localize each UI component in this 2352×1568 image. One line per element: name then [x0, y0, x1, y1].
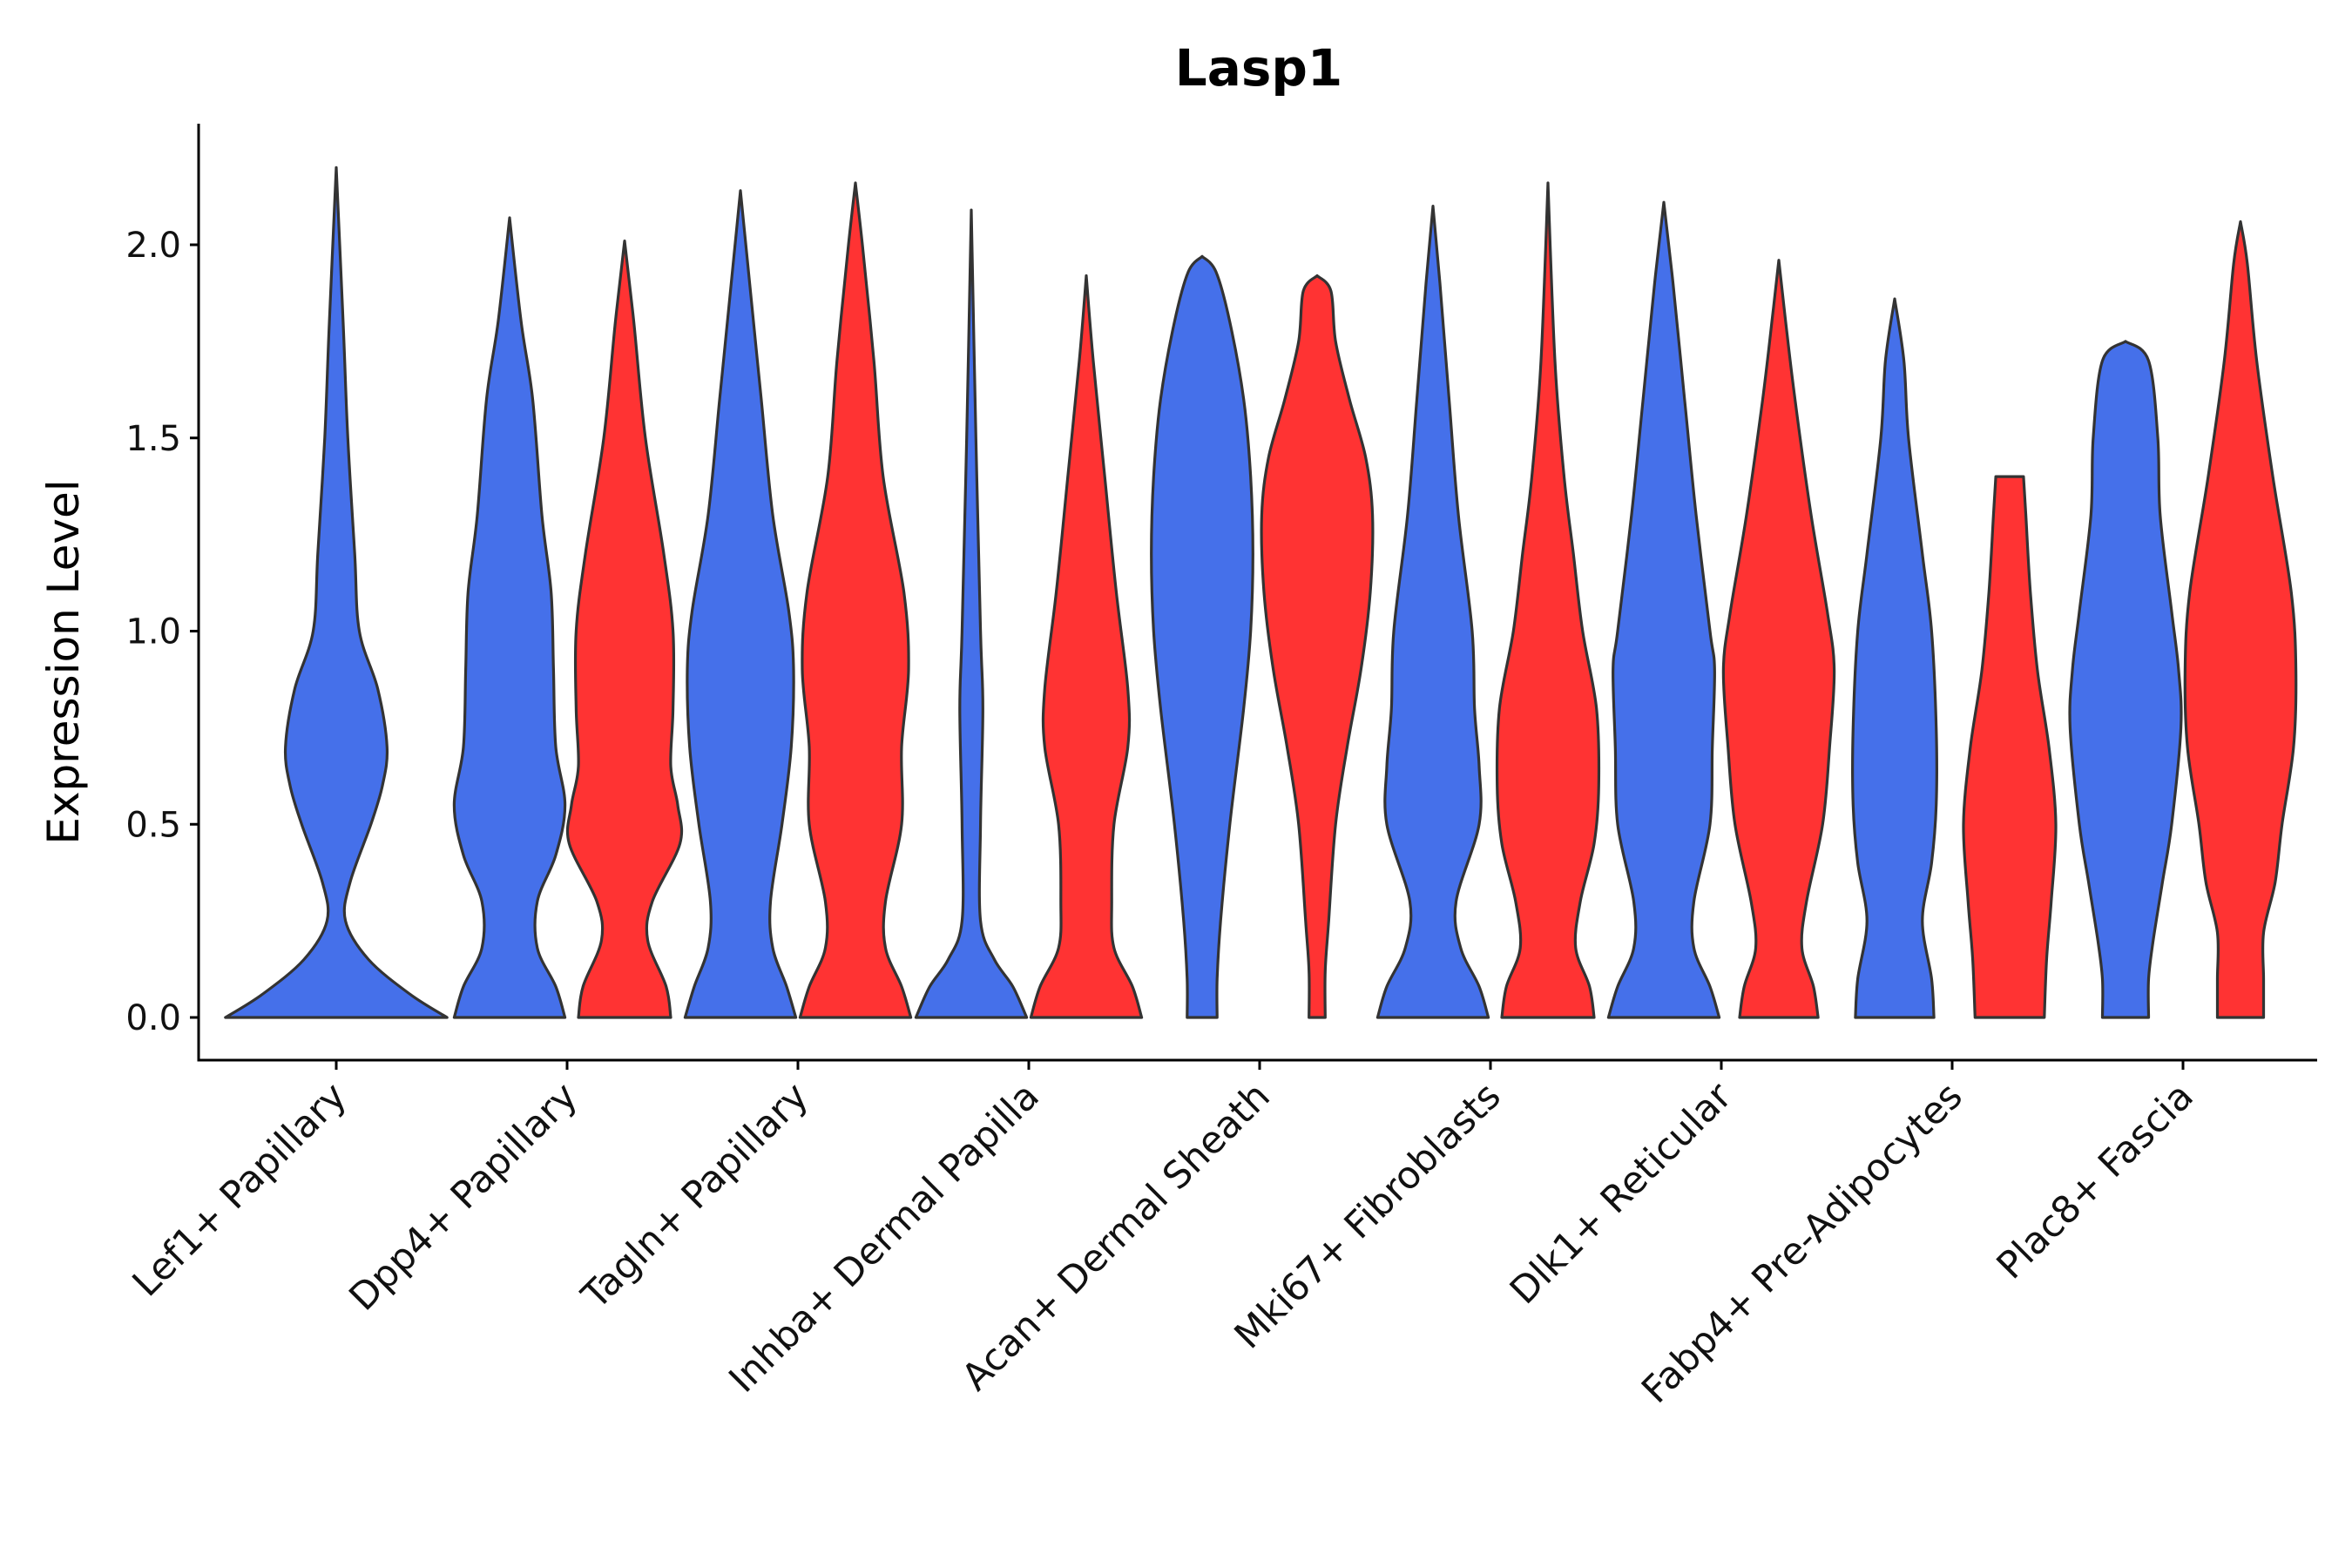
violin-blue-0 [224, 166, 449, 1019]
y-tick-label: 1.5 [125, 419, 181, 459]
y-tick-label: 0.5 [125, 805, 181, 845]
y-axis-label: Expression Level [38, 479, 89, 844]
violin-blue-7 [1851, 297, 1938, 1019]
x-tick-label: Dlk1+ Reticular [1502, 1074, 1740, 1313]
violin-blue-5 [1375, 205, 1490, 1019]
axes-group [197, 124, 2317, 1062]
violin-blue-1 [452, 216, 567, 1019]
violins-group [224, 166, 2298, 1019]
x-tick-label: Plac8+ Fascia [1989, 1074, 2202, 1288]
x-tick-label: Dpp4+ Papillary [341, 1074, 586, 1319]
violin-red-1 [565, 240, 684, 1019]
violin-blue-8 [2068, 340, 2183, 1019]
violin-red-3 [1029, 274, 1144, 1019]
y-tick-label: 2.0 [125, 226, 181, 266]
violin-blue-4 [1150, 254, 1254, 1019]
violin-red-2 [798, 181, 913, 1019]
violin-red-8 [2183, 220, 2298, 1019]
violin-blue-3 [914, 208, 1029, 1019]
violin-red-4 [1260, 274, 1375, 1019]
violin-red-7 [1962, 475, 2058, 1019]
chart-title: Lasp1 [1175, 38, 1343, 98]
x-tick-label: Mki67+ Fibroblasts [1227, 1074, 1510, 1357]
y-tick-label: 0.0 [125, 998, 181, 1038]
x-tick-label: Tagln+ Papillary [573, 1074, 817, 1318]
violin-red-5 [1495, 181, 1601, 1019]
violin-blue-2 [683, 189, 798, 1019]
y-tick-label: 1.0 [125, 612, 181, 652]
violin-red-6 [1721, 259, 1836, 1019]
y-ticks-group: 0.0 0.5 1.0 1.5 2.0 [125, 226, 199, 1038]
violin-blue-6 [1606, 200, 1721, 1019]
x-tick-label: Lef1+ Papillary [125, 1074, 355, 1305]
